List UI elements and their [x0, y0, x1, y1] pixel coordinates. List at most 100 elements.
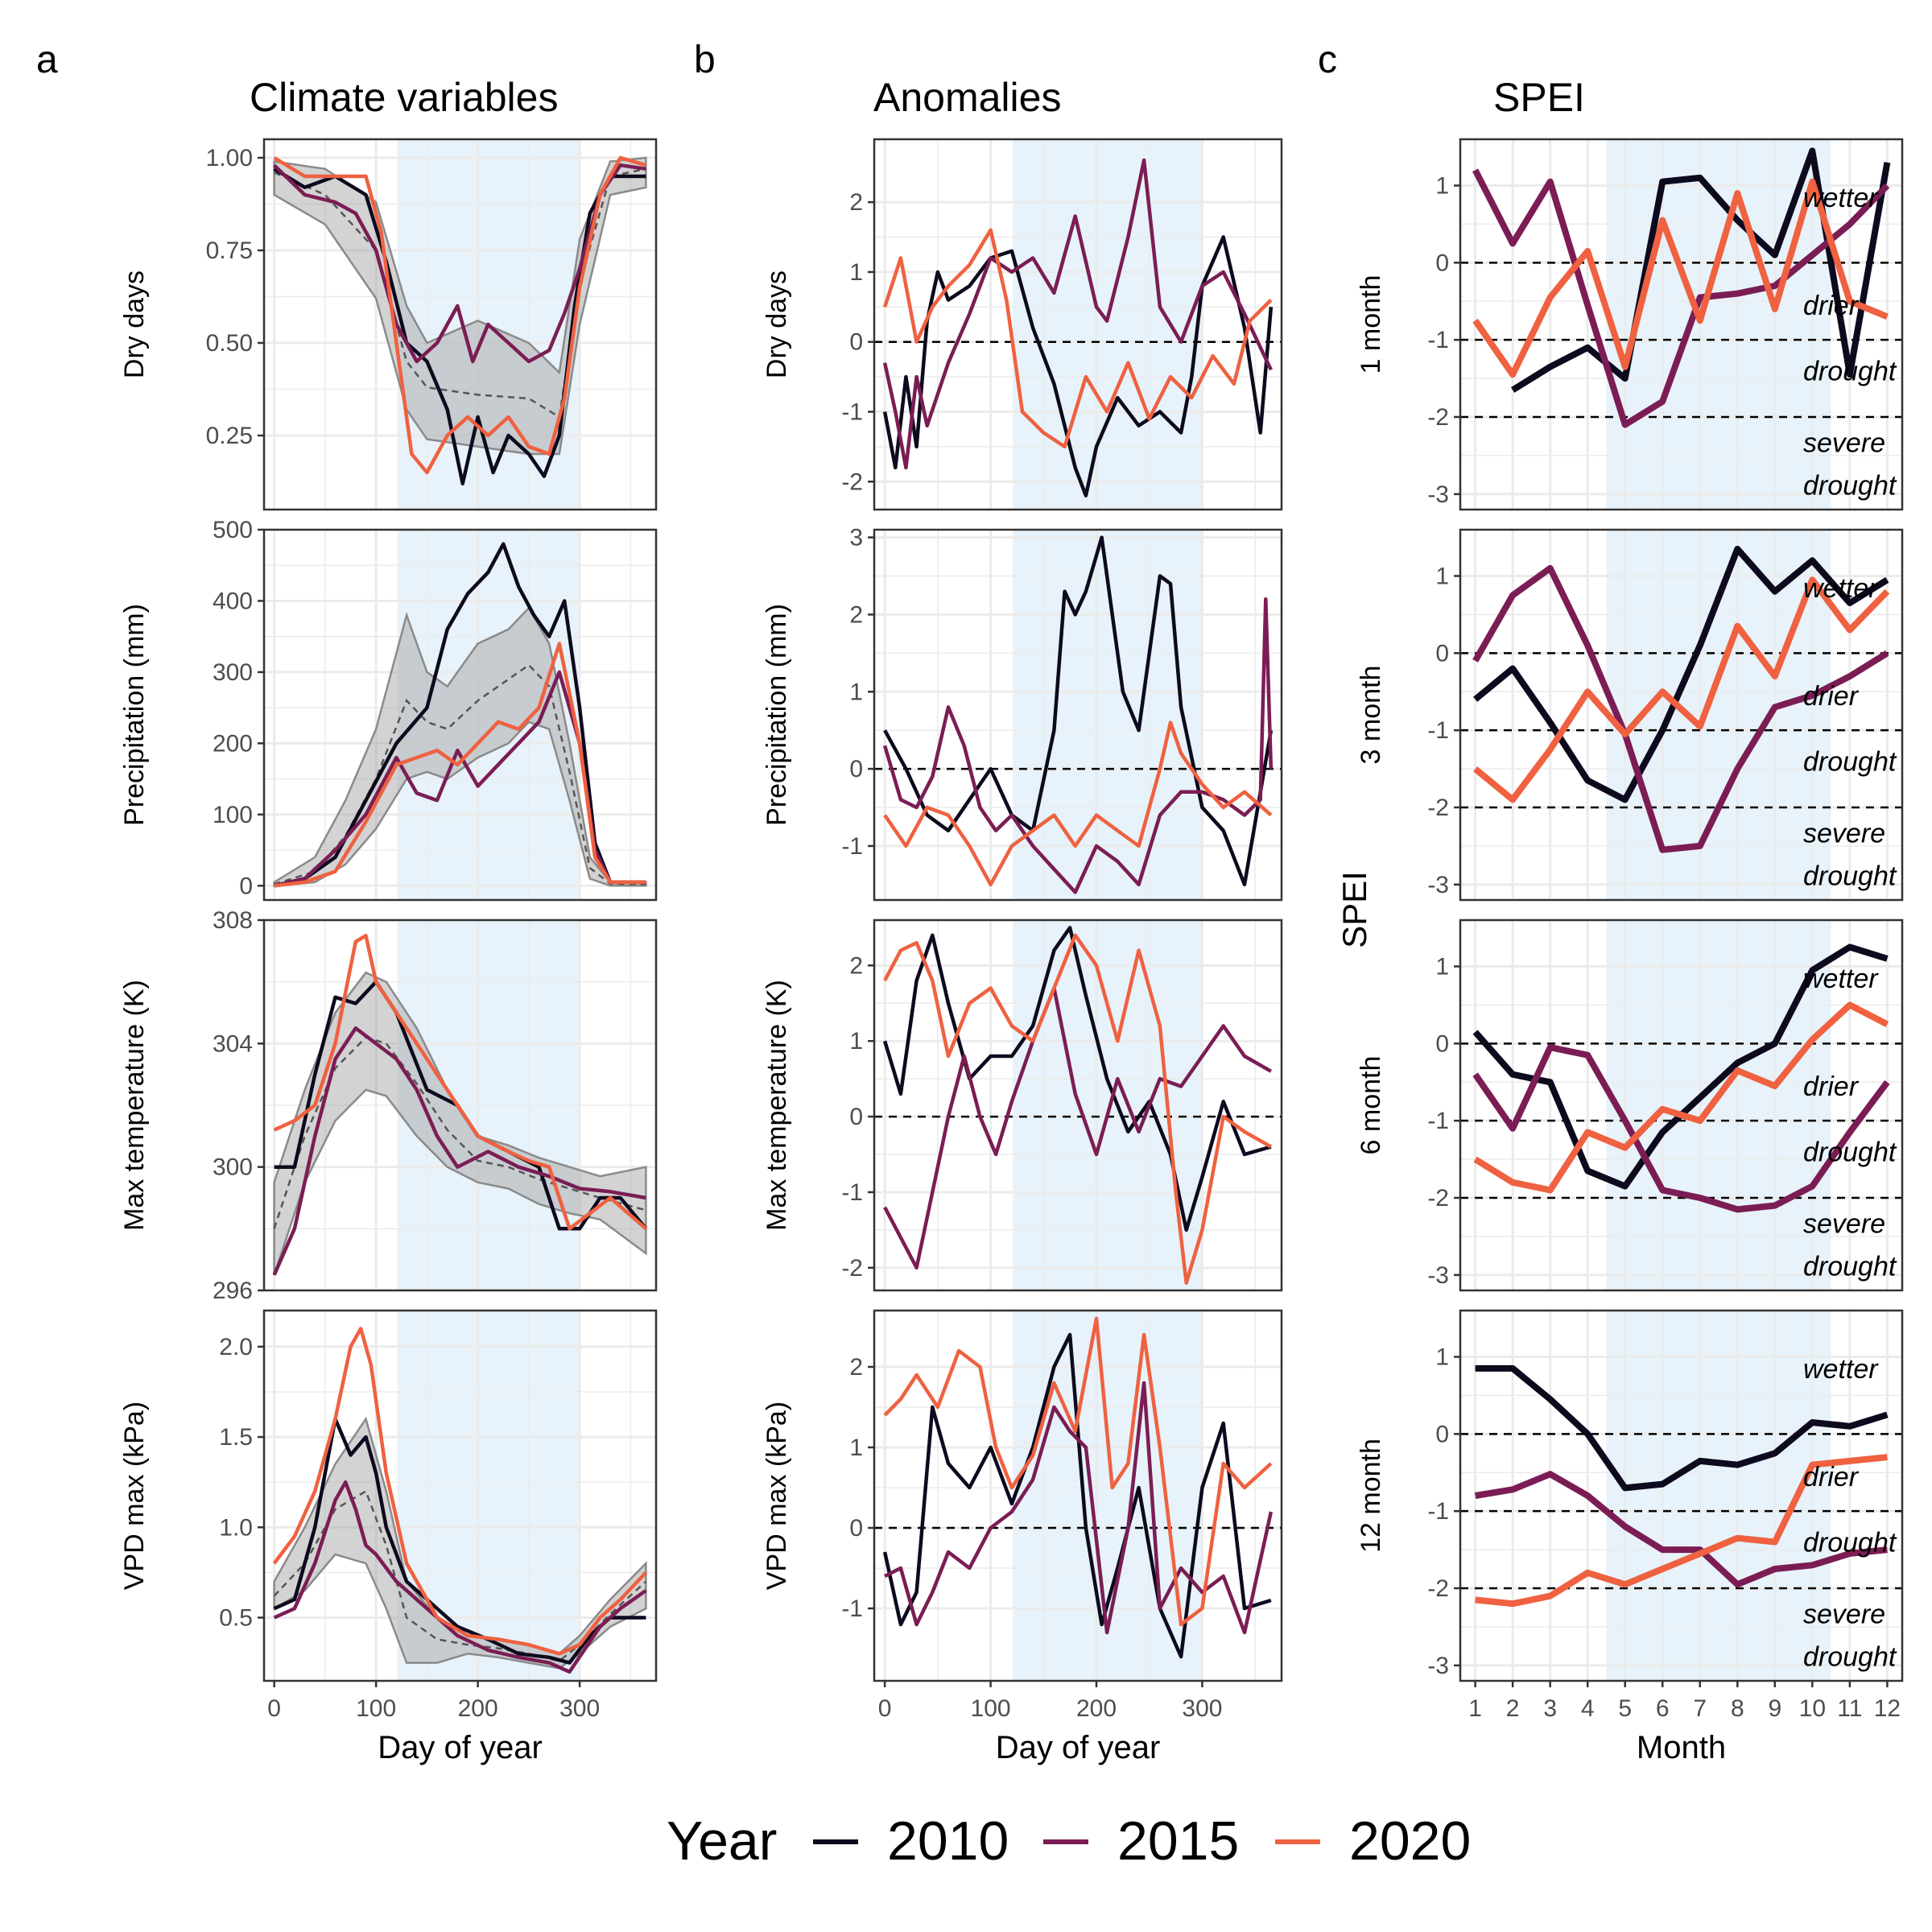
- x-tick-label: 2: [1506, 1695, 1520, 1722]
- plot-area: [874, 1316, 1282, 1659]
- panel-a-1: 0.25 0.50 0.75 1.00 Dry days: [119, 138, 658, 511]
- plot-area: [273, 155, 647, 486]
- series-line-2020: [273, 155, 647, 475]
- plot-area: [874, 535, 1282, 894]
- y-tick-label: 1: [849, 259, 863, 286]
- panel-border: [873, 528, 1283, 902]
- y-tick-label: 2: [849, 189, 863, 216]
- x-tick-label: 12: [1874, 1695, 1901, 1722]
- spei-category-label: severe: [1803, 819, 1885, 849]
- historical-mean-line: [273, 1489, 647, 1662]
- y-tick-label: -2: [841, 469, 863, 495]
- panel-border: [262, 528, 658, 902]
- y-axis-label: VPD max (kPa): [119, 1402, 150, 1590]
- x-tick-label: 7: [1693, 1695, 1707, 1722]
- panel-b-4: -1 0 1 2 VPD max (kPa) 0 100 200 300 Day of year: [762, 1309, 1283, 1765]
- y-tick-label: 0: [239, 873, 253, 899]
- growing-season-shade: [1606, 920, 1831, 1290]
- column-title-c: SPEI: [1493, 75, 1585, 120]
- y-tick-label: 1: [849, 679, 863, 705]
- y-axis: 0.5 1.0 1.5 2.0: [219, 1334, 264, 1631]
- y-axis-label: Precipitation (mm): [119, 604, 150, 826]
- y-axis: 296 300 304 308: [213, 907, 264, 1304]
- spei-category-label: drought: [1803, 1641, 1897, 1672]
- y-axis: -2 -1 0 1 2: [841, 189, 874, 495]
- historical-mean-line: [274, 663, 646, 886]
- historical-range-ribbon: [273, 1416, 647, 1670]
- y-tick-label: -1: [1427, 1108, 1449, 1134]
- y-axis: -3 -2 -1 0 1: [1427, 1344, 1460, 1679]
- y-tick-label: -1: [1427, 1498, 1449, 1525]
- spei-category-label: drought: [1803, 470, 1897, 501]
- plot-area: [1460, 147, 1902, 428]
- y-tick-label: 0: [849, 1515, 863, 1542]
- y-tick-label: 0.25: [206, 423, 253, 449]
- series-line-2020: [883, 933, 1273, 1285]
- y-tick-label: 308: [213, 907, 253, 934]
- y-tick-label: -1: [841, 398, 863, 425]
- y-tick-label: 1: [1435, 564, 1449, 590]
- chart-c: c SPEI wetter drier drought severe drought -3 -2…: [1318, 39, 1904, 1765]
- panel-a-3: 296 300 304 308 Max temperature (K): [119, 907, 658, 1304]
- y-axis-label: Dry days: [119, 270, 150, 378]
- x-tick-label: 10: [1799, 1695, 1826, 1722]
- y-axis-label: Precipitation (mm): [762, 604, 792, 826]
- series-line-2020: [1475, 1454, 1888, 1608]
- panel-letter-a: a: [36, 39, 58, 81]
- y-tick-label: 1.00: [206, 145, 253, 171]
- x-axis: 0 100 200 300 Day of year: [267, 1681, 600, 1765]
- series-line-2010: [274, 542, 646, 888]
- spei-category-label: drier: [1803, 681, 1860, 712]
- y-tick-label: 0.5: [219, 1604, 253, 1631]
- column-title-b: Anomalies: [873, 75, 1061, 120]
- spei-category-label: drought: [1803, 1528, 1897, 1558]
- x-tick-label: 0: [267, 1695, 281, 1722]
- y-axis-label: 6 month: [1356, 1056, 1386, 1155]
- series-line-2015: [882, 597, 1274, 894]
- x-tick-label: 100: [971, 1695, 1011, 1722]
- series-line-2015: [1472, 168, 1890, 428]
- y-tick-label: 300: [213, 659, 253, 686]
- x-tick-label: 8: [1731, 1695, 1744, 1722]
- y-tick-label: 0: [849, 756, 863, 782]
- y-tick-label: -2: [841, 1255, 863, 1282]
- spei-category-label: drier: [1803, 291, 1860, 321]
- series-line-2010: [1475, 1364, 1889, 1492]
- x-axis-label: Day of year: [996, 1730, 1161, 1765]
- spei-axis-title: SPEI: [1335, 871, 1373, 948]
- gridlines: [264, 920, 656, 1290]
- y-axis-label: Max temperature (K): [762, 980, 792, 1231]
- y-tick-label: -3: [1427, 1653, 1449, 1679]
- plot-area: [272, 933, 648, 1276]
- series-line-2010: [273, 167, 646, 486]
- plot-area: [1460, 1364, 1902, 1608]
- y-axis: -3 -2 -1 0 1: [1427, 564, 1460, 898]
- y-axis-label: Max temperature (K): [119, 980, 150, 1231]
- y-tick-label: 300: [213, 1154, 253, 1181]
- y-tick-label: 3: [849, 525, 863, 551]
- y-axis: -1 0 1 2: [841, 1354, 874, 1622]
- growing-season-shade: [397, 1311, 581, 1681]
- spei-category-label: severe: [1803, 1209, 1885, 1240]
- legend-title: Year: [667, 1810, 777, 1872]
- y-axis: -2 -1 0 1 2: [841, 952, 874, 1282]
- y-tick-label: -3: [1427, 872, 1449, 898]
- x-tick-label: 5: [1618, 1695, 1632, 1722]
- y-tick-label: 400: [213, 588, 253, 614]
- panel-border: [1459, 138, 1904, 511]
- series-line-2020: [883, 1316, 1273, 1627]
- series-line-2015: [1472, 564, 1889, 853]
- panel-b-2: -1 0 1 2 3 Precipitation (mm): [762, 525, 1283, 902]
- growing-season-shade: [1013, 920, 1203, 1290]
- y-tick-label: 2: [849, 1354, 863, 1381]
- spei-category-label: drought: [1803, 861, 1897, 891]
- growing-season-shade: [1606, 1311, 1831, 1681]
- series-line-2015: [884, 1381, 1274, 1635]
- x-axis: 0 100 200 300 Day of year: [878, 1681, 1222, 1765]
- series-line-2020: [272, 1327, 648, 1656]
- spei-category-label: severe: [1803, 1600, 1885, 1630]
- y-axis-label: 12 month: [1356, 1439, 1386, 1553]
- panel-c-3: wetter drier drought severe drought -3 -2 -1 0 1 6…: [1356, 919, 1904, 1292]
